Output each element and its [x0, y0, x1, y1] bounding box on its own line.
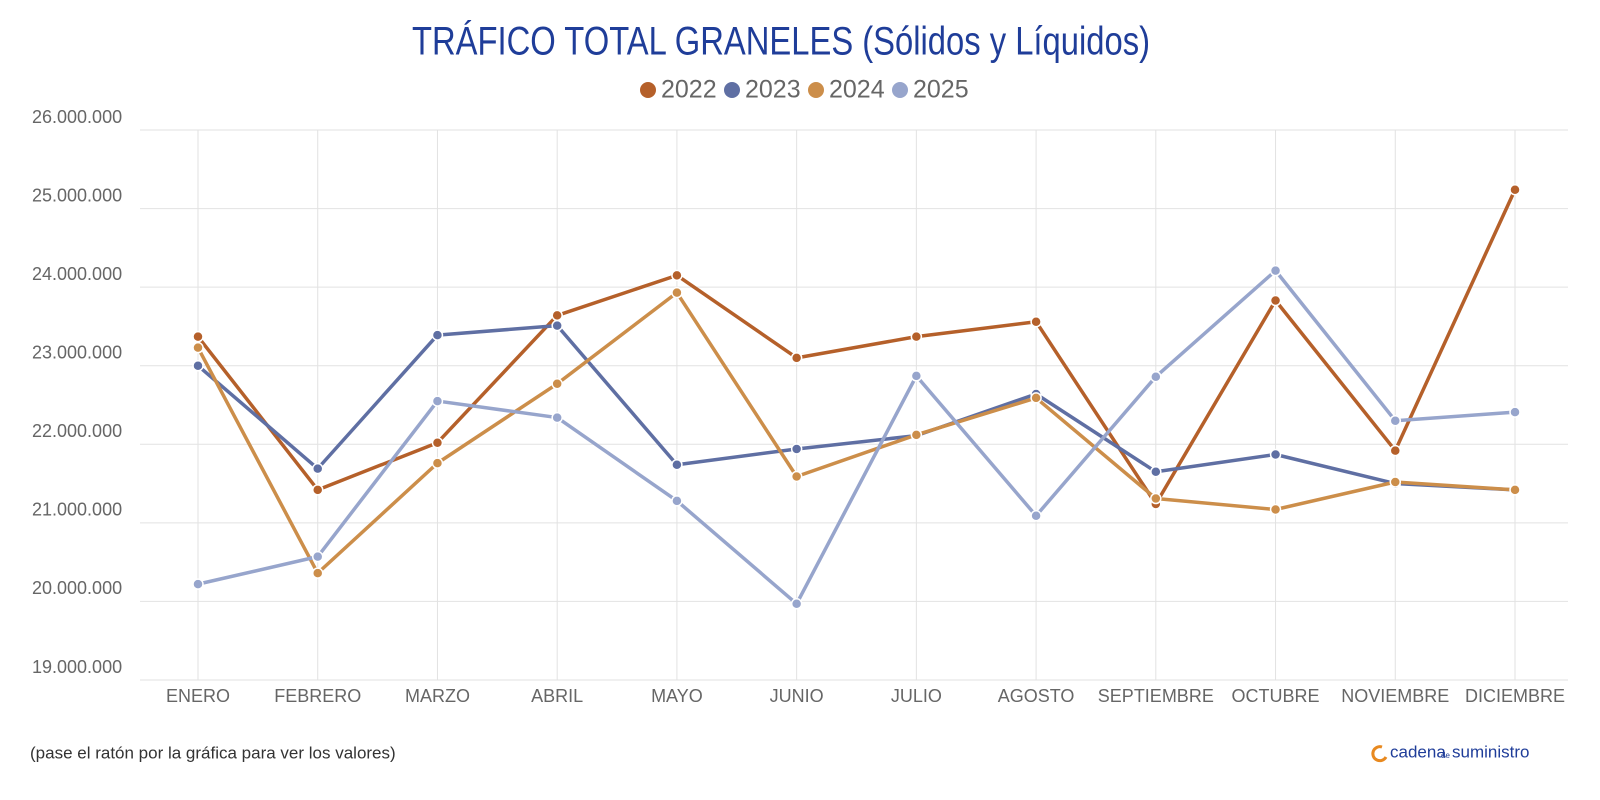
- x-tick-label: OCTUBRE: [1232, 686, 1320, 706]
- data-point: [910, 330, 923, 343]
- x-tick-label: MARZO: [405, 686, 470, 706]
- logo-text: cadena: [1390, 742, 1446, 761]
- data-point: [311, 550, 324, 563]
- legend-label: 2024: [829, 76, 885, 104]
- legend-marker: [640, 82, 656, 98]
- chart-title: TRÁFICO TOTAL GRANELES (Sólidos y Líquid…: [412, 19, 1150, 64]
- data-point: [910, 370, 923, 382]
- data-point: [551, 319, 563, 332]
- data-point: [431, 436, 444, 449]
- data-point: [192, 359, 204, 372]
- data-point: [1389, 476, 1402, 488]
- data-point: [192, 341, 204, 354]
- data-point: [311, 567, 324, 579]
- data-point: [790, 470, 803, 483]
- logo-text: suministro: [1452, 742, 1529, 761]
- y-tick-label: 19.000.000: [32, 657, 122, 677]
- x-tick-label: JUNIO: [770, 686, 824, 706]
- logo-icon: [1371, 745, 1388, 763]
- data-point: [192, 330, 204, 343]
- data-point: [192, 578, 204, 590]
- data-point: [1030, 392, 1042, 404]
- data-point: [671, 495, 683, 507]
- y-tick-label: 22.000.000: [32, 421, 122, 441]
- y-tick-label: 26.000.000: [32, 107, 122, 127]
- data-point: [551, 378, 563, 390]
- data-point: [551, 411, 563, 424]
- x-tick-label: ABRIL: [531, 686, 583, 706]
- data-point: [671, 269, 683, 282]
- logo-text: de: [1441, 751, 1450, 760]
- legend: 2022 2023 2024 2025: [640, 76, 969, 104]
- logo: cadena de suministro: [1371, 742, 1529, 763]
- legend-label: 2022: [661, 76, 717, 104]
- data-point: [671, 458, 683, 471]
- x-tick-label: ENERO: [166, 686, 230, 706]
- data-point: [551, 309, 563, 322]
- y-tick-label: 24.000.000: [32, 264, 122, 284]
- data-point: [1150, 466, 1162, 478]
- data-point: [910, 429, 923, 441]
- data-point: [311, 484, 324, 496]
- x-tick-label: MAYO: [651, 686, 703, 706]
- x-tick-label: SEPTIEMBRE: [1098, 686, 1214, 706]
- data-point: [431, 457, 444, 469]
- data-point: [1389, 414, 1402, 427]
- footer-note: (pase el ratón por la gráfica para ver l…: [30, 743, 396, 762]
- data-point: [311, 462, 324, 475]
- y-tick-label: 25.000.000: [32, 185, 122, 205]
- data-point: [1150, 370, 1162, 383]
- data-point: [1509, 484, 1521, 496]
- series-line: [196, 188, 1517, 506]
- grid: [140, 129, 1568, 681]
- y-tick-label: 23.000.000: [32, 342, 122, 362]
- x-tick-label: NOVIEMBRE: [1341, 686, 1449, 706]
- legend-label: 2025: [913, 76, 969, 104]
- data-point: [790, 443, 803, 455]
- legend-marker: [724, 82, 740, 98]
- series: [192, 264, 1521, 610]
- data-point: [790, 598, 803, 610]
- x-tick-label: FEBRERO: [274, 686, 361, 706]
- x-tick-label: AGOSTO: [998, 686, 1075, 706]
- data-point: [1269, 264, 1282, 277]
- y-tick-label: 20.000.000: [32, 578, 122, 598]
- legend-marker: [892, 82, 908, 98]
- y-tick-label: 21.000.000: [32, 500, 122, 520]
- data-point: [1509, 183, 1521, 196]
- data-point: [671, 286, 683, 299]
- data-point: [431, 329, 444, 341]
- series-line: [196, 290, 1516, 575]
- data-point: [1030, 510, 1042, 522]
- data-point: [1150, 492, 1162, 505]
- data-point: [1269, 448, 1282, 461]
- series: [192, 286, 1521, 579]
- series: [192, 183, 1521, 510]
- x-tick-label: DICIEMBRE: [1465, 686, 1565, 706]
- x-tick-label: JULIO: [891, 686, 942, 706]
- legend-label: 2023: [745, 76, 801, 104]
- data-point: [790, 352, 803, 364]
- series-line: [197, 268, 1516, 606]
- data-point: [1269, 294, 1282, 307]
- data-point: [1269, 503, 1282, 516]
- data-point: [431, 395, 444, 407]
- series-line: [196, 323, 1516, 492]
- data-point: [1389, 444, 1402, 457]
- legend-marker: [808, 82, 824, 98]
- data-point: [1509, 406, 1521, 418]
- data-point: [1030, 315, 1042, 328]
